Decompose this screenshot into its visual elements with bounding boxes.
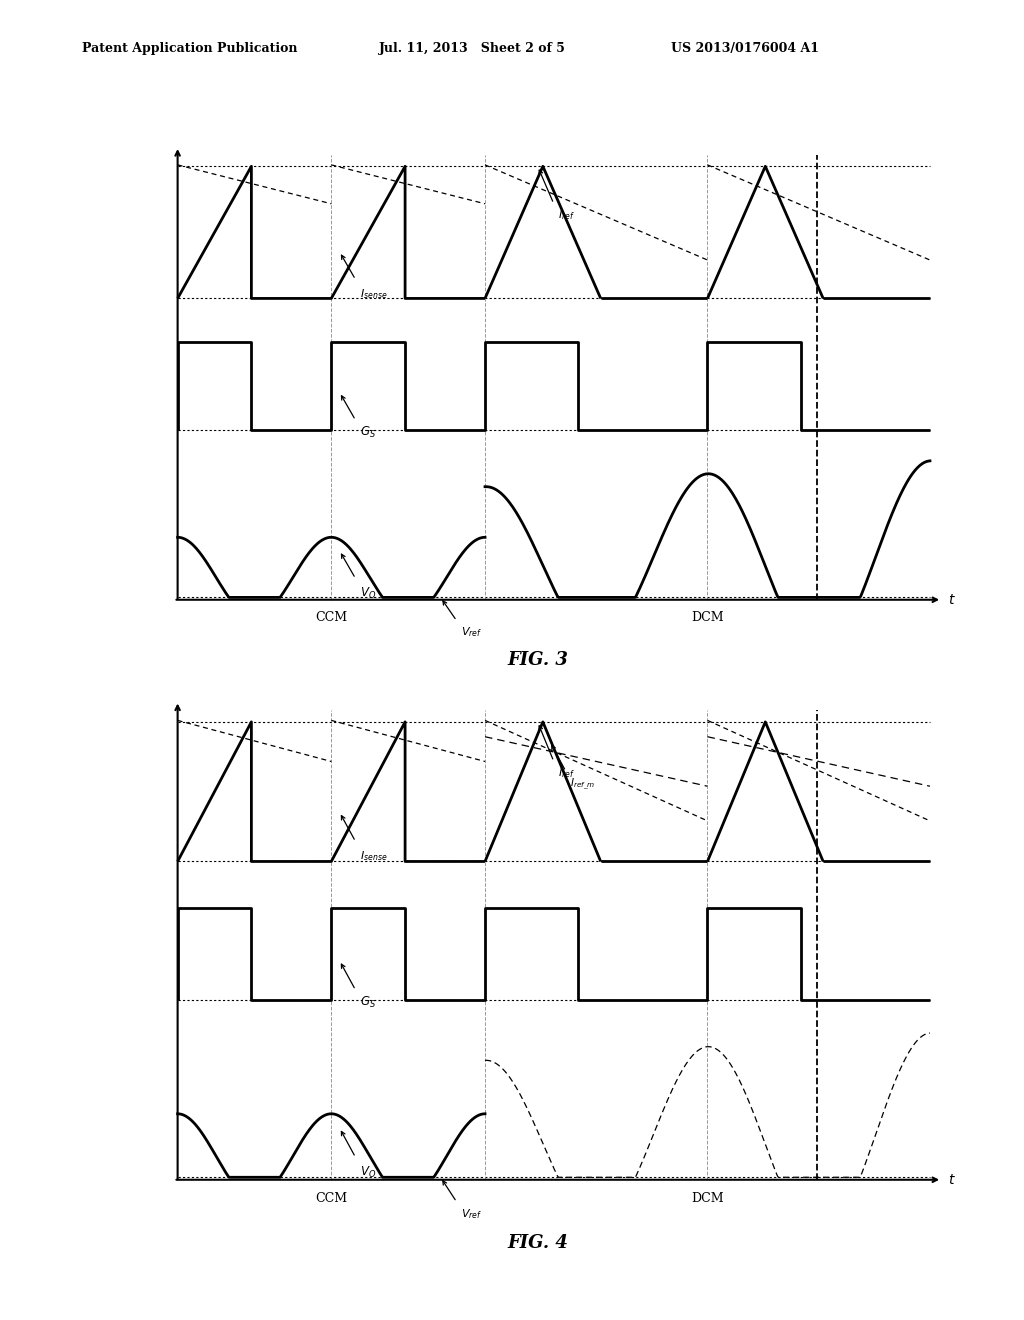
Text: $V_O$: $V_O$	[359, 1166, 376, 1180]
Text: FIG. 3: FIG. 3	[507, 651, 568, 669]
Text: $V_{ref}$: $V_{ref}$	[461, 1206, 482, 1221]
Text: t: t	[948, 1172, 953, 1187]
Text: $G_S$: $G_S$	[359, 425, 376, 440]
Text: $I_{ref}$: $I_{ref}$	[558, 209, 574, 222]
Text: $G_S$: $G_S$	[359, 995, 376, 1010]
Text: US 2013/0176004 A1: US 2013/0176004 A1	[671, 42, 819, 55]
Text: $I_{ref\_m}$: $I_{ref\_m}$	[570, 776, 595, 792]
Text: FIG. 4: FIG. 4	[507, 1234, 568, 1253]
Text: $V_O$: $V_O$	[359, 586, 376, 601]
Text: Jul. 11, 2013   Sheet 2 of 5: Jul. 11, 2013 Sheet 2 of 5	[379, 42, 565, 55]
Text: DCM: DCM	[691, 611, 724, 624]
Text: DCM: DCM	[691, 1192, 724, 1205]
Text: $I_{ref}$: $I_{ref}$	[558, 767, 574, 780]
Text: $I_{sense}$: $I_{sense}$	[359, 286, 387, 301]
Text: CCM: CCM	[315, 1192, 347, 1205]
Text: CCM: CCM	[315, 611, 347, 624]
Text: t: t	[948, 593, 953, 607]
Text: $V_{ref}$: $V_{ref}$	[461, 626, 482, 639]
Text: $I_{sense}$: $I_{sense}$	[359, 849, 387, 863]
Text: Patent Application Publication: Patent Application Publication	[82, 42, 297, 55]
